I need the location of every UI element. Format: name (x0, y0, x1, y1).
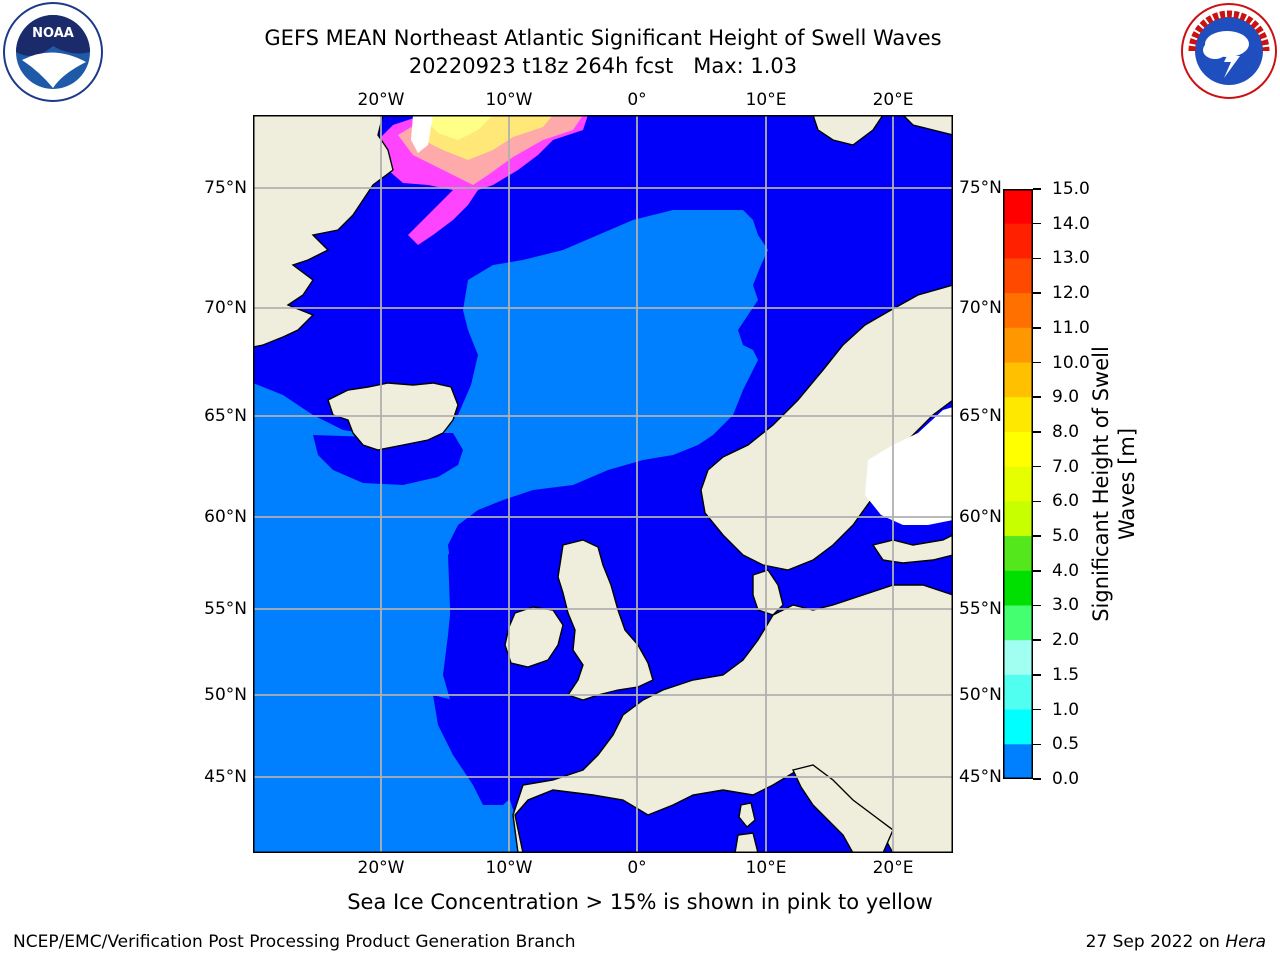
colorbar-tick-label: 13.0 (1052, 248, 1090, 269)
colorbar-segment (1003, 709, 1033, 745)
colorbar-tick-label: 14.0 (1052, 213, 1090, 234)
lat-label-right: 55°N (959, 599, 1002, 619)
lat-label-left: 65°N (204, 406, 247, 426)
colorbar-tick-mark (1033, 570, 1041, 572)
colorbar-segment (1003, 640, 1033, 676)
footer-machine: Hera (1225, 932, 1266, 952)
lat-label-left: 45°N (204, 767, 247, 787)
colorbar-title-line1: Significant Height of Swell (1089, 346, 1113, 622)
colorbar-segment (1003, 674, 1033, 711)
lat-label-left: 75°N (204, 178, 247, 198)
colorbar-tick-mark (1033, 708, 1041, 711)
lat-label-right: 60°N (959, 507, 1002, 527)
colorbar-tick-label: 5.0 (1052, 526, 1080, 547)
colorbar-segment (1003, 501, 1033, 537)
colorbar-tick-mark (1033, 396, 1041, 398)
colorbar-title-line2: Waves [m] (1115, 427, 1139, 541)
colorbar-tick-label: 4.0 (1052, 560, 1080, 581)
colorbar-tick-mark (1033, 327, 1041, 329)
colorbar-tick-label: 1.0 (1052, 699, 1080, 720)
map-gridlines (253, 115, 953, 853)
colorbar-segment (1003, 189, 1033, 225)
colorbar-tick-label: 11.0 (1052, 317, 1090, 338)
lat-label-left: 50°N (204, 685, 247, 705)
italy (792, 764, 894, 853)
lat-label-right: 50°N (959, 685, 1002, 705)
colorbar-tick-mark (1033, 674, 1041, 676)
colorbar-tick-label: 7.0 (1052, 456, 1080, 477)
lon-label-top: 0° (627, 90, 647, 110)
great-britain (557, 539, 654, 701)
land-masses (253, 115, 953, 853)
lon-label-bottom: 10°W (485, 858, 533, 878)
colorbar-segment (1003, 327, 1033, 364)
svg-text:NOAA: NOAA (32, 26, 74, 41)
colorbar-tick-mark (1033, 465, 1041, 468)
colorbar-tick-mark (1033, 604, 1041, 607)
lon-label-top: 10°E (745, 90, 787, 110)
colorbar-tick-label: 6.0 (1052, 491, 1080, 512)
lat-label-right: 45°N (959, 767, 1002, 787)
colorbar-segment (1003, 397, 1033, 433)
greenland (253, 115, 394, 348)
colorbar-segment (1003, 362, 1033, 398)
colorbar-tick-mark (1033, 361, 1041, 364)
colorbar-tick-mark (1033, 743, 1041, 746)
colorbar-segment (1003, 744, 1033, 779)
colorbar-segment (1003, 223, 1033, 259)
sea-ice-note: Sea Ice Concentration > 15% is shown in … (347, 890, 933, 914)
colorbar (1003, 189, 1033, 779)
colorbar-tick-mark (1033, 222, 1041, 225)
colorbar-segment (1003, 293, 1033, 329)
chart-title-line1: GEFS MEAN Northeast Atlantic Significant… (264, 26, 942, 50)
colorbar-tick-label: 15.0 (1052, 179, 1090, 199)
colorbar-segment (1003, 431, 1033, 468)
lon-label-bottom: 20°W (357, 858, 405, 878)
colorbar-tick-mark (1033, 535, 1041, 537)
colorbar-segment (1003, 605, 1033, 641)
footer-credit: NCEP/EMC/Verification Post Processing Pr… (13, 932, 576, 952)
colorbar-tick-mark (1033, 778, 1041, 780)
footer-date: 27 Sep 2022 on Hera (1086, 932, 1266, 952)
lon-label-top: 20°E (872, 90, 914, 110)
lon-label-top: 10°W (485, 90, 533, 110)
lon-label-bottom: 20°E (872, 858, 914, 878)
lat-label-left: 70°N (204, 298, 247, 318)
colorbar-segment (1003, 536, 1033, 572)
colorbar-tick-label: 1.5 (1052, 664, 1080, 685)
colorbar-tick-label: 9.0 (1052, 387, 1080, 408)
colorbar-tick-mark (1033, 639, 1041, 641)
colorbar-tick-mark (1033, 500, 1041, 503)
colorbar-segment (1003, 466, 1033, 502)
colorbar-tick-label: 12.0 (1052, 283, 1090, 304)
lon-label-bottom: 10°E (745, 858, 787, 878)
colorbar-tick-label: 10.0 (1052, 352, 1090, 373)
colorbar-tick-mark (1033, 188, 1041, 190)
lon-label-bottom: 0° (627, 858, 647, 878)
colorbar-tick-mark (1033, 292, 1041, 294)
colorbar-tick-label: 2.0 (1052, 630, 1080, 651)
chart-title-line2: 20220923 t18z 264h fcst Max: 1.03 (408, 54, 798, 78)
colorbar-tick-label: 0.0 (1052, 769, 1080, 789)
lat-label-left: 55°N (204, 599, 247, 619)
footer-date-text: 27 Sep 2022 on (1085, 932, 1226, 952)
colorbar-tick-mark (1033, 257, 1041, 260)
lat-label-right: 70°N (959, 298, 1002, 318)
map-panel (253, 115, 953, 853)
lat-label-right: 65°N (959, 406, 1002, 426)
lat-label-right: 75°N (959, 178, 1002, 198)
colorbar-segment (1003, 258, 1033, 294)
colorbar-segment (1003, 570, 1033, 606)
nws-logo-icon (1181, 3, 1277, 99)
lat-label-left: 60°N (204, 507, 247, 527)
lon-label-top: 20°W (357, 90, 405, 110)
colorbar-tick-label: 0.5 (1052, 734, 1080, 755)
colorbar-tick-label: 3.0 (1052, 595, 1080, 616)
noaa-logo-icon: NOAA (3, 2, 103, 102)
colorbar-tick-label: 8.0 (1052, 421, 1080, 442)
colorbar-tick-mark (1033, 431, 1041, 433)
